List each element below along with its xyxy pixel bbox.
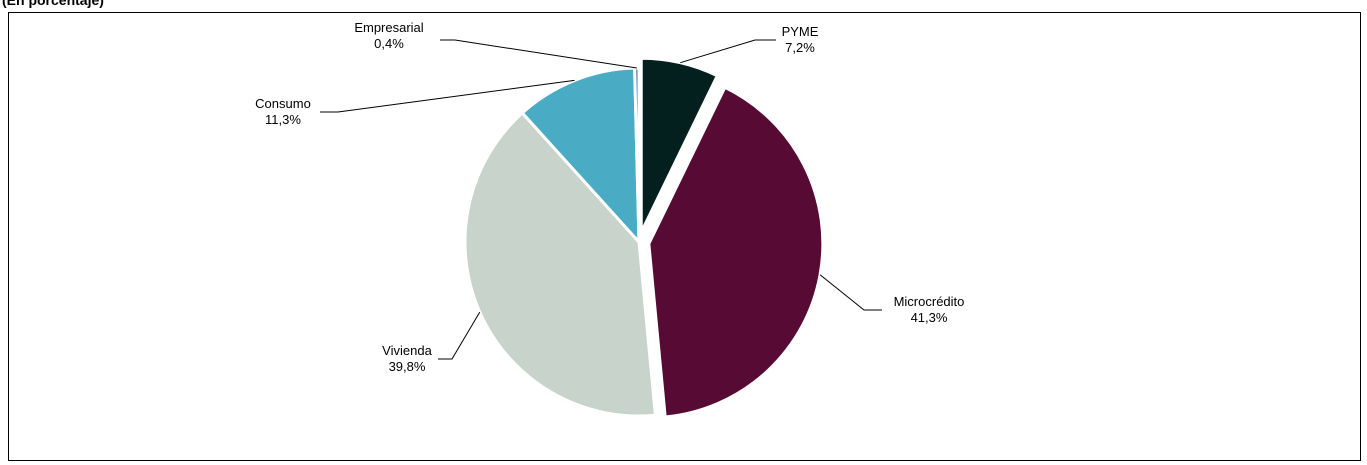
slice-name-vivienda: Vivienda — [382, 343, 432, 358]
leader-line-microcredito — [819, 274, 882, 311]
leader-line-vivienda — [438, 311, 481, 360]
slice-name-pyme: PYME — [782, 24, 819, 39]
pie-slice-microcredito — [647, 85, 825, 419]
slice-value-pyme: 7,2% — [785, 40, 815, 55]
leader-line-empresarial — [440, 39, 637, 69]
leader-line-pyme — [680, 39, 776, 64]
leader-line-consumo — [320, 79, 575, 113]
chart-subtitle: (En porcentaje) — [2, 0, 104, 8]
slice-value-vivienda: 39,8% — [389, 359, 426, 374]
slice-name-empresarial: Empresarial — [354, 20, 423, 35]
slice-value-consumo: 11,3% — [265, 112, 301, 127]
slice-name-microcredito: Microcrédito — [894, 294, 965, 309]
slice-value-microcredito: 41,3% — [911, 310, 948, 325]
slice-value-empresarial: 0,4% — [374, 36, 404, 51]
slice-name-consumo: Consumo — [255, 96, 311, 111]
